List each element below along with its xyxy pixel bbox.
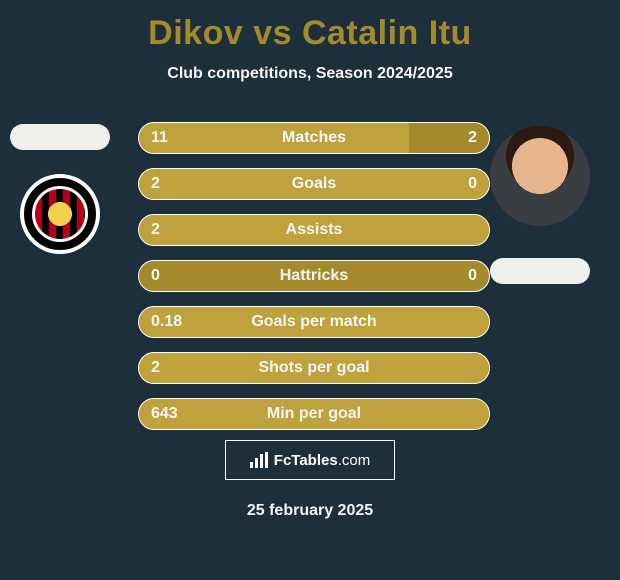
stat-label: Hattricks <box>139 261 489 291</box>
brand-link[interactable]: FcTables.com <box>225 440 395 480</box>
stat-row: 2Shots per goal <box>138 352 490 384</box>
stat-label: Goals per match <box>139 307 489 337</box>
bar-chart-icon <box>250 452 268 468</box>
stat-row: 643Min per goal <box>138 398 490 430</box>
page-title: Dikov vs Catalin Itu <box>0 14 620 53</box>
player-left-club-crest <box>20 174 100 254</box>
stat-row: 00Hattricks <box>138 260 490 292</box>
page-subtitle: Club competitions, Season 2024/2025 <box>0 65 620 83</box>
brand-tld: .com <box>338 452 371 469</box>
stat-row: 2Assists <box>138 214 490 246</box>
player-right-photo <box>490 126 590 226</box>
stat-label: Min per goal <box>139 399 489 429</box>
player-right-club-placeholder <box>490 258 590 284</box>
stat-label: Assists <box>139 215 489 245</box>
stat-row: 112Matches <box>138 122 490 154</box>
footer-date: 25 february 2025 <box>0 502 620 520</box>
stat-row: 0.18Goals per match <box>138 306 490 338</box>
comparison-card: Dikov vs Catalin Itu Club competitions, … <box>0 0 620 580</box>
player-left-photo-placeholder <box>10 124 110 150</box>
stat-label: Shots per goal <box>139 353 489 383</box>
stat-label: Matches <box>139 123 489 153</box>
stat-label: Goals <box>139 169 489 199</box>
stat-row: 20Goals <box>138 168 490 200</box>
brand-host: FcTables <box>274 452 338 469</box>
